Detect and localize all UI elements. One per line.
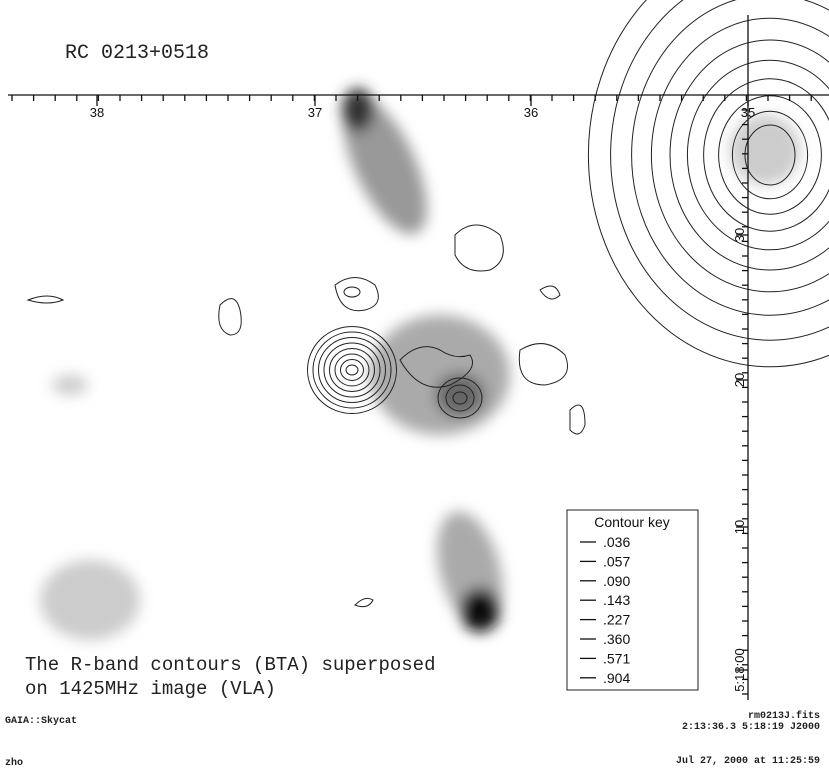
coords-label: 2:13:36.3 5:18:19 J2000 [682, 722, 820, 733]
caption-line: on 1425MHz image (VLA) [25, 678, 276, 700]
x-tick-label: 38 [90, 105, 104, 120]
contour [341, 360, 364, 381]
key-level: .036 [603, 534, 630, 550]
file-label: rm0213J.fits [748, 710, 820, 722]
y-tick-label: 20 [732, 373, 747, 387]
key-level: .143 [603, 592, 630, 608]
contour [330, 349, 375, 392]
user-label: zho [5, 757, 23, 769]
key-level: .227 [603, 612, 630, 628]
contour [588, 0, 829, 367]
key-level: .090 [603, 573, 630, 589]
caption-line: The R-band contours (BTA) superposed [25, 654, 435, 676]
date-label: Jul 27, 2000 at 11:25:59 [676, 755, 820, 767]
key-level: .571 [603, 650, 630, 666]
contour [632, 0, 829, 315]
key-level: .360 [603, 631, 630, 647]
key-level: .057 [603, 553, 630, 569]
y-tick-label: 30 [732, 228, 747, 242]
key-level: .904 [603, 670, 630, 686]
app-label: GAIA::Skycat [5, 715, 77, 727]
y-tick-label: 10 [732, 520, 747, 534]
x-tick-label: 37 [308, 105, 322, 120]
title: RC 0213+0518 [65, 42, 209, 65]
x-tick-label: 35 [741, 105, 755, 120]
contour-key: Contour key .036 .057 .090 .143 .227 .360 .571… [567, 510, 698, 690]
page: RC 0213+0518 38 37 36 35 30 20 10 5:18:00 Conto… [0, 0, 829, 770]
y-tick-label: 5:18:00 [732, 648, 747, 691]
screenshot: RC 0213+0518 38 37 36 35 30 20 10 5:18:00 Conto… [0, 0, 829, 770]
key-title: Contour key [594, 514, 669, 530]
contour [346, 365, 358, 375]
x-tick-label: 36 [524, 105, 538, 120]
contours [28, 0, 829, 607]
